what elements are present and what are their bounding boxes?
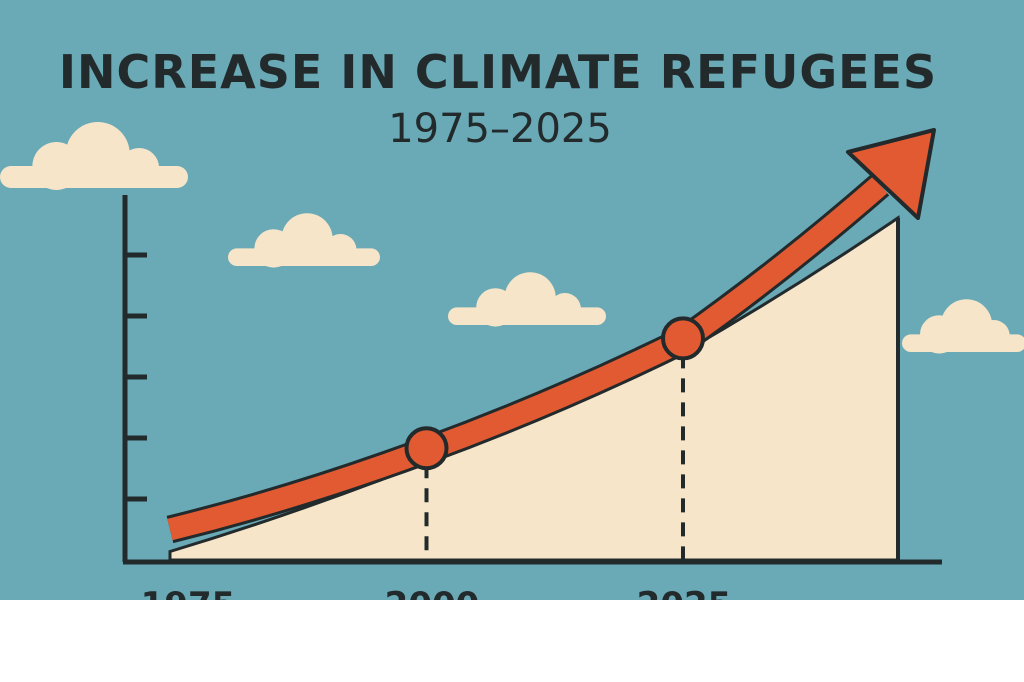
- chart-canvas: INCREASE IN CLIMATE REFUGEES 1975–2025 1…: [0, 0, 1024, 600]
- cloud: [228, 213, 380, 268]
- cloud-puff: [548, 293, 581, 325]
- cloud-puff: [324, 234, 357, 266]
- cloud-puff: [119, 148, 160, 188]
- trend-line: [167, 176, 888, 541]
- cloud-puff: [281, 213, 333, 265]
- x-tick-label: 2025: [637, 585, 732, 600]
- cloud-puff: [504, 272, 556, 324]
- cloud-puff: [65, 122, 130, 186]
- cloud-puff: [977, 320, 1010, 352]
- data-point: [661, 316, 705, 361]
- clouds: [0, 122, 1024, 354]
- x-tick-label: 1975: [141, 585, 236, 600]
- plot-area: 1975 2000 2025: [122, 128, 942, 600]
- data-point: [404, 426, 449, 471]
- chart-svg: INCREASE IN CLIMATE REFUGEES 1975–2025 1…: [0, 0, 1024, 600]
- chart-title: INCREASE IN CLIMATE REFUGEES: [59, 45, 937, 99]
- cloud: [0, 122, 188, 190]
- trend-arrowhead: [846, 128, 936, 220]
- cloud: [448, 272, 606, 327]
- cloud: [902, 299, 1024, 354]
- chart-subtitle: 1975–2025: [388, 106, 612, 152]
- x-tick-label: 2000: [385, 585, 480, 600]
